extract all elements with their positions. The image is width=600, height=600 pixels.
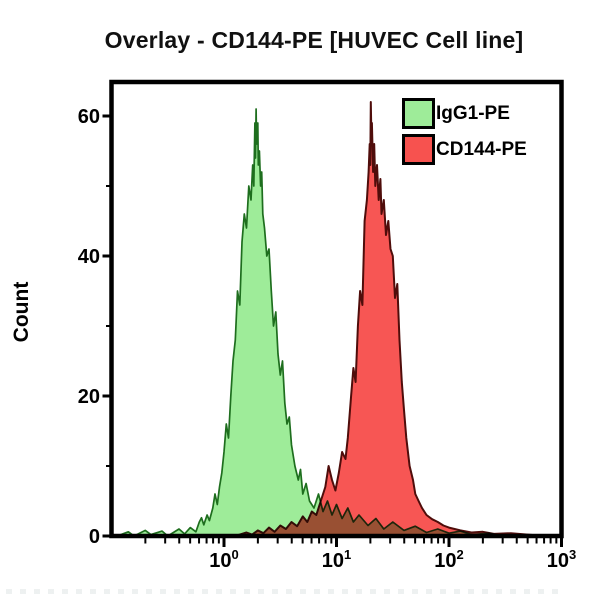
legend-label-igg1-pe: IgG1-PE (436, 103, 510, 124)
histogram-cd144-pe (234, 101, 546, 536)
x-tick-label-10: 101 (322, 547, 351, 572)
plot-frame (109, 79, 564, 539)
legend-item-cd144-pe: CD144-PE (402, 134, 527, 165)
cropped-caption-remnant (6, 589, 562, 594)
y-tick-label-20: 20 (78, 386, 100, 408)
legend: IgG1-PE CD144-PE (402, 98, 527, 165)
legend-swatch-red (402, 134, 435, 165)
x-tick-label-1: 100 (209, 547, 238, 572)
axis-ticks (102, 114, 563, 547)
chart-title: Overlay - CD144-PE [HUVEC Cell line] (104, 27, 524, 53)
y-axis-label: Count (10, 282, 33, 343)
legend-item-igg1-pe: IgG1-PE (402, 98, 527, 129)
y-tick-label-0: 0 (89, 526, 100, 548)
y-tick-label-40: 40 (78, 246, 100, 268)
legend-label-cd144-pe: CD144-PE (436, 139, 527, 160)
histogram-iggl-pe-control (116, 108, 507, 536)
y-tick-label-60: 60 (78, 106, 100, 128)
legend-swatch-green (402, 98, 435, 129)
x-tick-label-1000: 103 (547, 547, 576, 572)
x-tick-label-100: 102 (434, 547, 463, 572)
